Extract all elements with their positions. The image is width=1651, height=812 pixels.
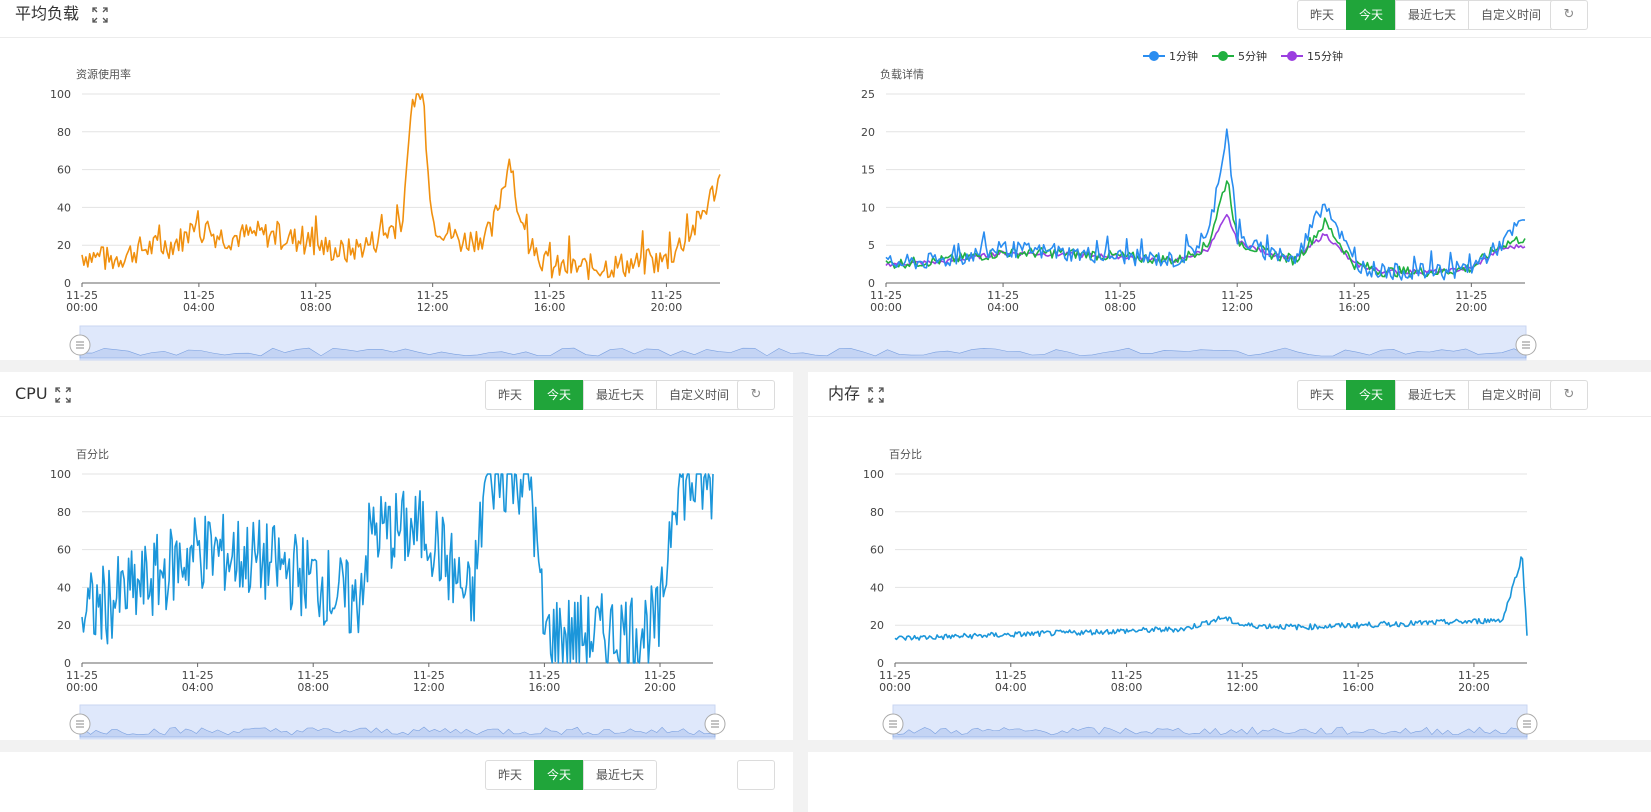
refresh-icon: ↻: [750, 387, 762, 402]
last-7-days-button[interactable]: 最近七天: [583, 760, 658, 790]
yesterday-button[interactable]: 昨天: [1297, 380, 1348, 410]
today-button[interactable]: 今天: [534, 380, 585, 410]
mem-panel-title: 内存: [828, 384, 861, 403]
last-7-days-button[interactable]: 最近七天: [1395, 380, 1470, 410]
custom-time-button[interactable]: 自定义时间: [1468, 0, 1555, 30]
yesterday-button[interactable]: 昨天: [485, 760, 536, 790]
cpu-refresh-button[interactable]: ↻: [737, 380, 775, 410]
next-panel-right: [808, 752, 1651, 812]
cpu-range-buttons: 昨天 今天 最近七天 自定义时间: [485, 380, 743, 410]
mem-range-buttons: 昨天 今天 最近七天 自定义时间: [1297, 380, 1555, 410]
refresh-icon: ↻: [1563, 7, 1575, 22]
expand-icon[interactable]: [92, 7, 108, 23]
expand-icon[interactable]: [55, 387, 71, 403]
today-button[interactable]: 今天: [534, 760, 585, 790]
cpu-panel-title: CPU: [15, 384, 48, 403]
load-range-buttons: 昨天 今天 最近七天 自定义时间: [1297, 0, 1555, 30]
expand-icon[interactable]: [868, 387, 884, 403]
custom-time-button[interactable]: 自定义时间: [1468, 380, 1555, 410]
last-7-days-button[interactable]: 最近七天: [1395, 0, 1470, 30]
next-left-range-buttons: 昨天 今天 最近七天: [485, 760, 658, 790]
load-panel-title: 平均负载: [15, 4, 80, 23]
last-7-days-button[interactable]: 最近七天: [583, 380, 658, 410]
next-left-refresh-button[interactable]: [737, 760, 775, 790]
mem-refresh-button[interactable]: ↻: [1550, 380, 1588, 410]
today-button[interactable]: 今天: [1346, 0, 1397, 30]
load-panel: 平均负载 昨天 今天 最近七天 自定义时间 ↻: [0, 0, 1651, 360]
mem-panel-header: 内存 昨天 今天 最近七天 自定义时间 ↻: [808, 372, 1651, 417]
today-button[interactable]: 今天: [1346, 380, 1397, 410]
custom-time-button[interactable]: 自定义时间: [656, 380, 743, 410]
cpu-panel-header: CPU 昨天 今天 最近七天 自定义时间 ↻: [0, 372, 793, 417]
yesterday-button[interactable]: 昨天: [1297, 0, 1348, 30]
load-panel-header: 平均负载 昨天 今天 最近七天 自定义时间 ↻: [0, 0, 1651, 38]
next-panel-left: 昨天 今天 最近七天: [0, 752, 793, 812]
cpu-panel: CPU 昨天 今天 最近七天 自定义时间 ↻: [0, 372, 793, 740]
refresh-icon: ↻: [1563, 387, 1575, 402]
mem-panel: 内存 昨天 今天 最近七天 自定义时间 ↻: [808, 372, 1651, 740]
yesterday-button[interactable]: 昨天: [485, 380, 536, 410]
load-refresh-button[interactable]: ↻: [1550, 0, 1588, 30]
